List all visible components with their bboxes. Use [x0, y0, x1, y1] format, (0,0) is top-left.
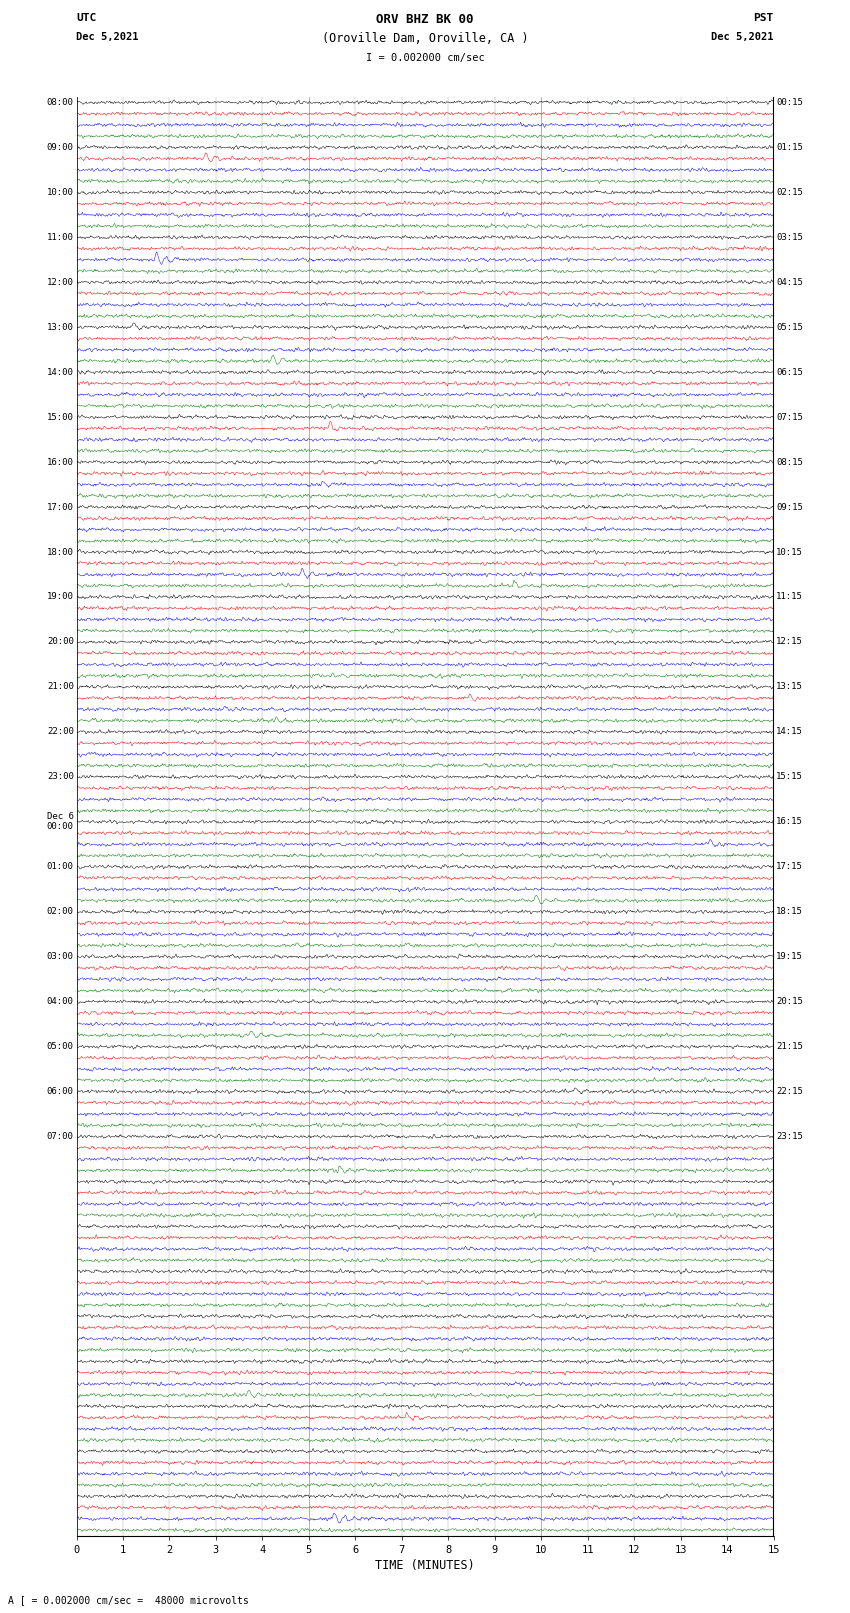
- Text: (Oroville Dam, Oroville, CA ): (Oroville Dam, Oroville, CA ): [321, 32, 529, 45]
- Text: ORV BHZ BK 00: ORV BHZ BK 00: [377, 13, 473, 26]
- X-axis label: TIME (MINUTES): TIME (MINUTES): [375, 1558, 475, 1571]
- Text: I = 0.002000 cm/sec: I = 0.002000 cm/sec: [366, 53, 484, 63]
- Text: PST: PST: [753, 13, 774, 23]
- Text: Dec 5,2021: Dec 5,2021: [711, 32, 774, 42]
- Text: A [ = 0.002000 cm/sec =  48000 microvolts: A [ = 0.002000 cm/sec = 48000 microvolts: [8, 1595, 249, 1605]
- Text: Dec 5,2021: Dec 5,2021: [76, 32, 139, 42]
- Text: UTC: UTC: [76, 13, 97, 23]
